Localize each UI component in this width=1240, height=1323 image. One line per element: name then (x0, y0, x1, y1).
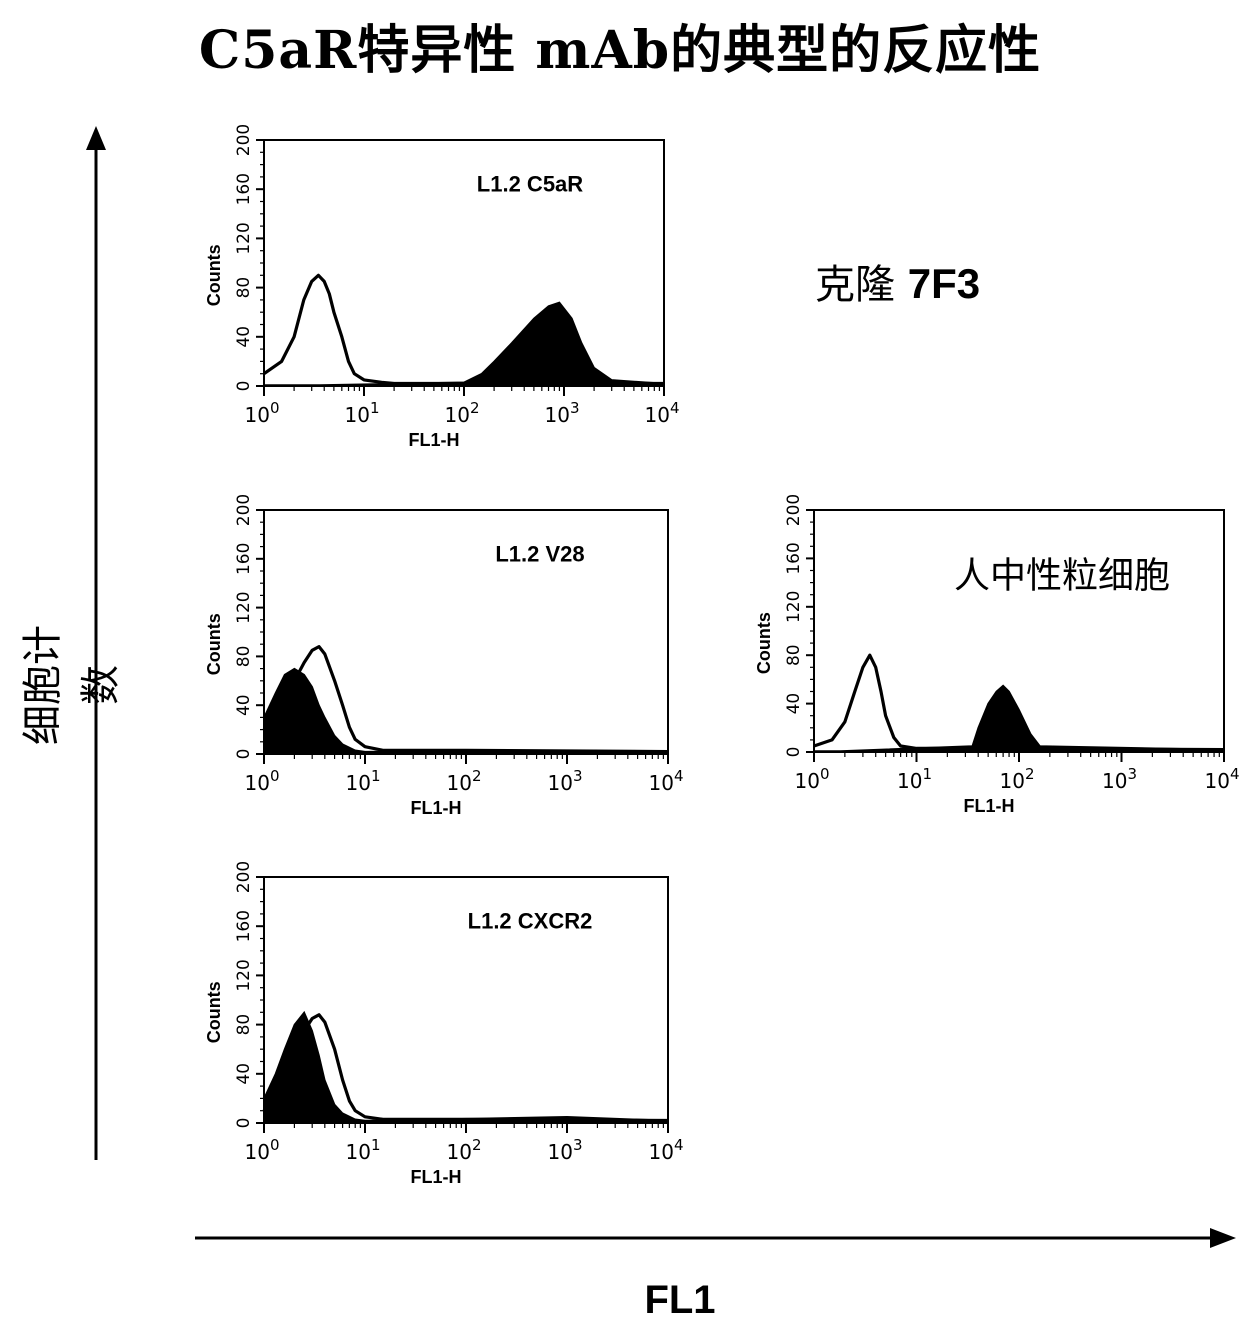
x-axis-label: FL1-H (411, 798, 462, 818)
panel-label: 人中性粒细胞 (954, 556, 1170, 597)
open-histogram-series (264, 275, 664, 383)
y-tick-label: 120 (234, 591, 254, 623)
y-axis-label: Counts (754, 612, 774, 674)
x-tick-label: 104 (649, 767, 684, 795)
y-tick-label: 200 (234, 861, 254, 893)
x-tick-label: 103 (1102, 765, 1137, 793)
panel-label: L1.2 CXCR2 (468, 909, 593, 934)
x-tick-label: 104 (645, 399, 680, 427)
x-tick-label: 102 (1000, 765, 1035, 793)
overall-y-axis-arrow (86, 126, 106, 150)
y-tick-label: 160 (234, 173, 254, 205)
y-tick-label: 40 (234, 694, 254, 716)
y-tick-label: 160 (234, 910, 254, 942)
x-tick-label: 102 (447, 1136, 482, 1164)
x-axis-label: FL1-H (964, 796, 1015, 816)
overall-x-axis-arrow (1210, 1228, 1236, 1248)
y-tick-label: 40 (234, 326, 254, 348)
x-tick-label: 100 (245, 767, 280, 795)
histogram-panel-2: 0 40 80 120 160 200 Counts 100 101 102 103 104 FL1-H… (204, 494, 684, 818)
y-tick-label: 80 (234, 277, 254, 299)
plot-frame (264, 140, 664, 386)
x-tick-label: 104 (649, 1136, 684, 1164)
x-tick-label: 101 (346, 1136, 381, 1164)
y-tick-label: 160 (234, 543, 254, 575)
y-tick-label: 120 (784, 591, 804, 623)
x-tick-label: 100 (795, 765, 830, 793)
y-tick-label: 80 (784, 644, 804, 666)
y-tick-label: 0 (234, 749, 254, 760)
panel-label: L1.2 V28 (495, 542, 584, 567)
filled-histogram-series (264, 669, 668, 753)
x-tick-label: 103 (548, 1136, 583, 1164)
histogram-panel-3: 0 40 80 120 160 200 Counts 100 101 102 103 104 FL1-H… (754, 494, 1240, 816)
x-tick-label: 101 (346, 767, 381, 795)
y-axis-label: Counts (204, 981, 224, 1043)
histogram-panel-4: 0 40 80 120 160 200 Counts 100 101 102 103 104 FL1-H… (204, 861, 684, 1187)
x-tick-label: 104 (1205, 765, 1240, 793)
y-axis-label: Counts (204, 613, 224, 675)
histogram-panel-1: 0 40 80 120 160 200 Counts 100 101 102 103 104 FL1-H… (204, 124, 680, 450)
x-tick-label: 100 (245, 399, 280, 427)
x-axis-label: FL1-H (409, 430, 460, 450)
y-tick-label: 80 (234, 1014, 254, 1036)
filled-histogram-series (814, 686, 1224, 753)
y-tick-label: 0 (234, 381, 254, 392)
y-tick-label: 200 (784, 494, 804, 526)
filled-histogram-series (264, 302, 664, 386)
x-tick-label: 101 (897, 765, 932, 793)
y-tick-label: 40 (784, 693, 804, 715)
y-tick-label: 120 (234, 959, 254, 991)
y-tick-label: 0 (234, 1118, 254, 1129)
y-tick-label: 80 (234, 646, 254, 668)
x-tick-label: 103 (545, 399, 580, 427)
y-axis-label: Counts (204, 244, 224, 306)
y-tick-label: 200 (234, 494, 254, 526)
y-tick-label: 160 (784, 542, 804, 574)
x-tick-label: 100 (245, 1136, 280, 1164)
x-tick-label: 102 (447, 767, 482, 795)
x-tick-label: 102 (445, 399, 480, 427)
y-tick-label: 200 (234, 124, 254, 156)
y-tick-label: 120 (234, 222, 254, 254)
filled-histogram-series (264, 1012, 668, 1122)
y-tick-label: 0 (784, 747, 804, 758)
x-tick-label: 101 (345, 399, 380, 427)
x-tick-label: 103 (548, 767, 583, 795)
x-axis-label: FL1-H (411, 1167, 462, 1187)
y-tick-label: 40 (234, 1063, 254, 1085)
panel-label: L1.2 C5aR (477, 172, 583, 197)
